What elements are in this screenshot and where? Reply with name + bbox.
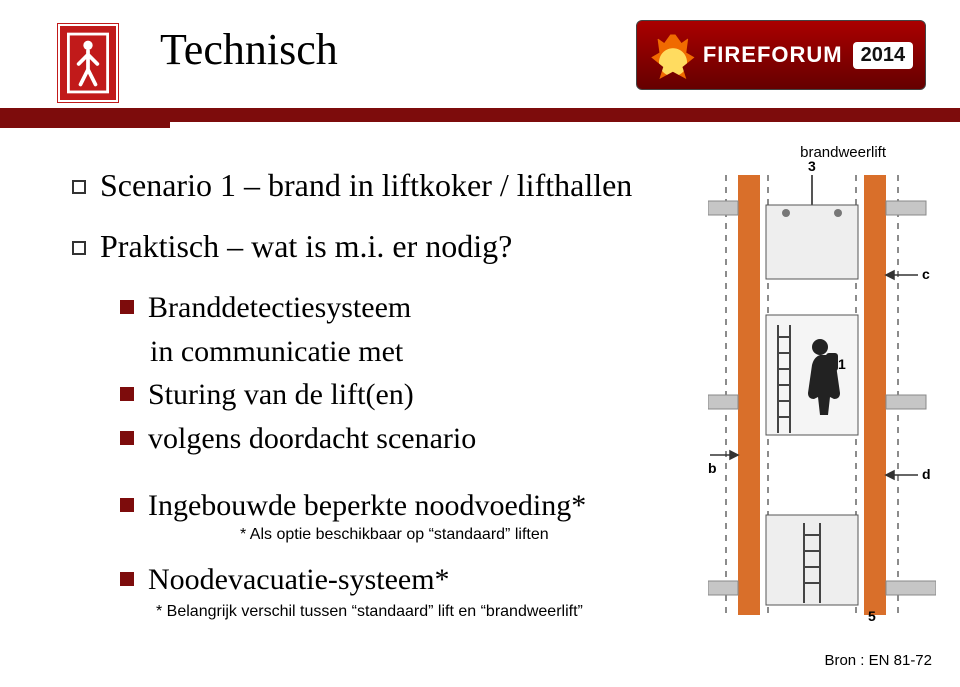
bullet-scenario: Scenario 1 – brand in liftkoker / liftha… (72, 164, 682, 207)
lift-diagram: brandweerlift (708, 150, 936, 630)
filled-square-icon (120, 498, 134, 512)
sub-branddetectie: Branddetectiesysteem (120, 286, 682, 330)
hollow-square-icon (72, 241, 86, 255)
flame-icon (649, 31, 697, 79)
diagram-label-c: c (922, 266, 930, 282)
sub-noodvoeding: Ingebouwde beperkte noodvoeding* (120, 484, 682, 528)
sub-doordacht-text: volgens doordacht scenario (148, 422, 476, 455)
filled-square-icon (120, 572, 134, 586)
bullet-scenario-text: Scenario 1 – brand in liftkoker / liftha… (100, 167, 632, 203)
bullet-praktisch-text: Praktisch – wat is m.i. er nodig? (100, 228, 512, 264)
header-divider (0, 108, 960, 122)
diagram-label-b: b (708, 460, 717, 476)
fire-exit-icon (58, 24, 118, 102)
sub-branddetectie-text: Branddetectiesysteem (148, 291, 411, 324)
slide-title: Technisch (160, 24, 338, 75)
filled-square-icon (120, 300, 134, 314)
diagram-caption: brandweerlift (800, 144, 886, 161)
bullet-praktisch: Praktisch – wat is m.i. er nodig? (72, 225, 682, 268)
sub-sturing: Sturing van de lift(en) (120, 373, 682, 417)
filled-square-icon (120, 387, 134, 401)
sub-noodevacuatie: Noodevacuatie-systeem* (120, 558, 682, 602)
sub-communicatie: in communicatie met (150, 330, 682, 374)
hollow-square-icon (72, 180, 86, 194)
note-noodvoeding: * Als optie beschikbaar op “standaard” l… (240, 526, 682, 544)
sub-doordacht: volgens doordacht scenario (120, 417, 682, 461)
sub-noodvoeding-text: Ingebouwde beperkte noodvoeding* (148, 489, 586, 522)
note-noodevacuatie: * Belangrijk verschil tussen “standaard”… (156, 603, 682, 621)
diagram-label-d: d (922, 466, 931, 482)
fireforum-badge: FIREFORUM 2014 (636, 20, 926, 90)
diagram-label-5: 5 (868, 608, 876, 624)
diagram-label-1: 1 (838, 356, 846, 372)
diagram-source: Bron : EN 81-72 (824, 652, 932, 669)
filled-square-icon (120, 431, 134, 445)
sub-sturing-text: Sturing van de lift(en) (148, 378, 414, 411)
badge-text: FIREFORUM (703, 42, 843, 68)
badge-year: 2014 (853, 42, 914, 69)
sub-noodevacuatie-text: Noodevacuatie-systeem* (148, 563, 450, 596)
